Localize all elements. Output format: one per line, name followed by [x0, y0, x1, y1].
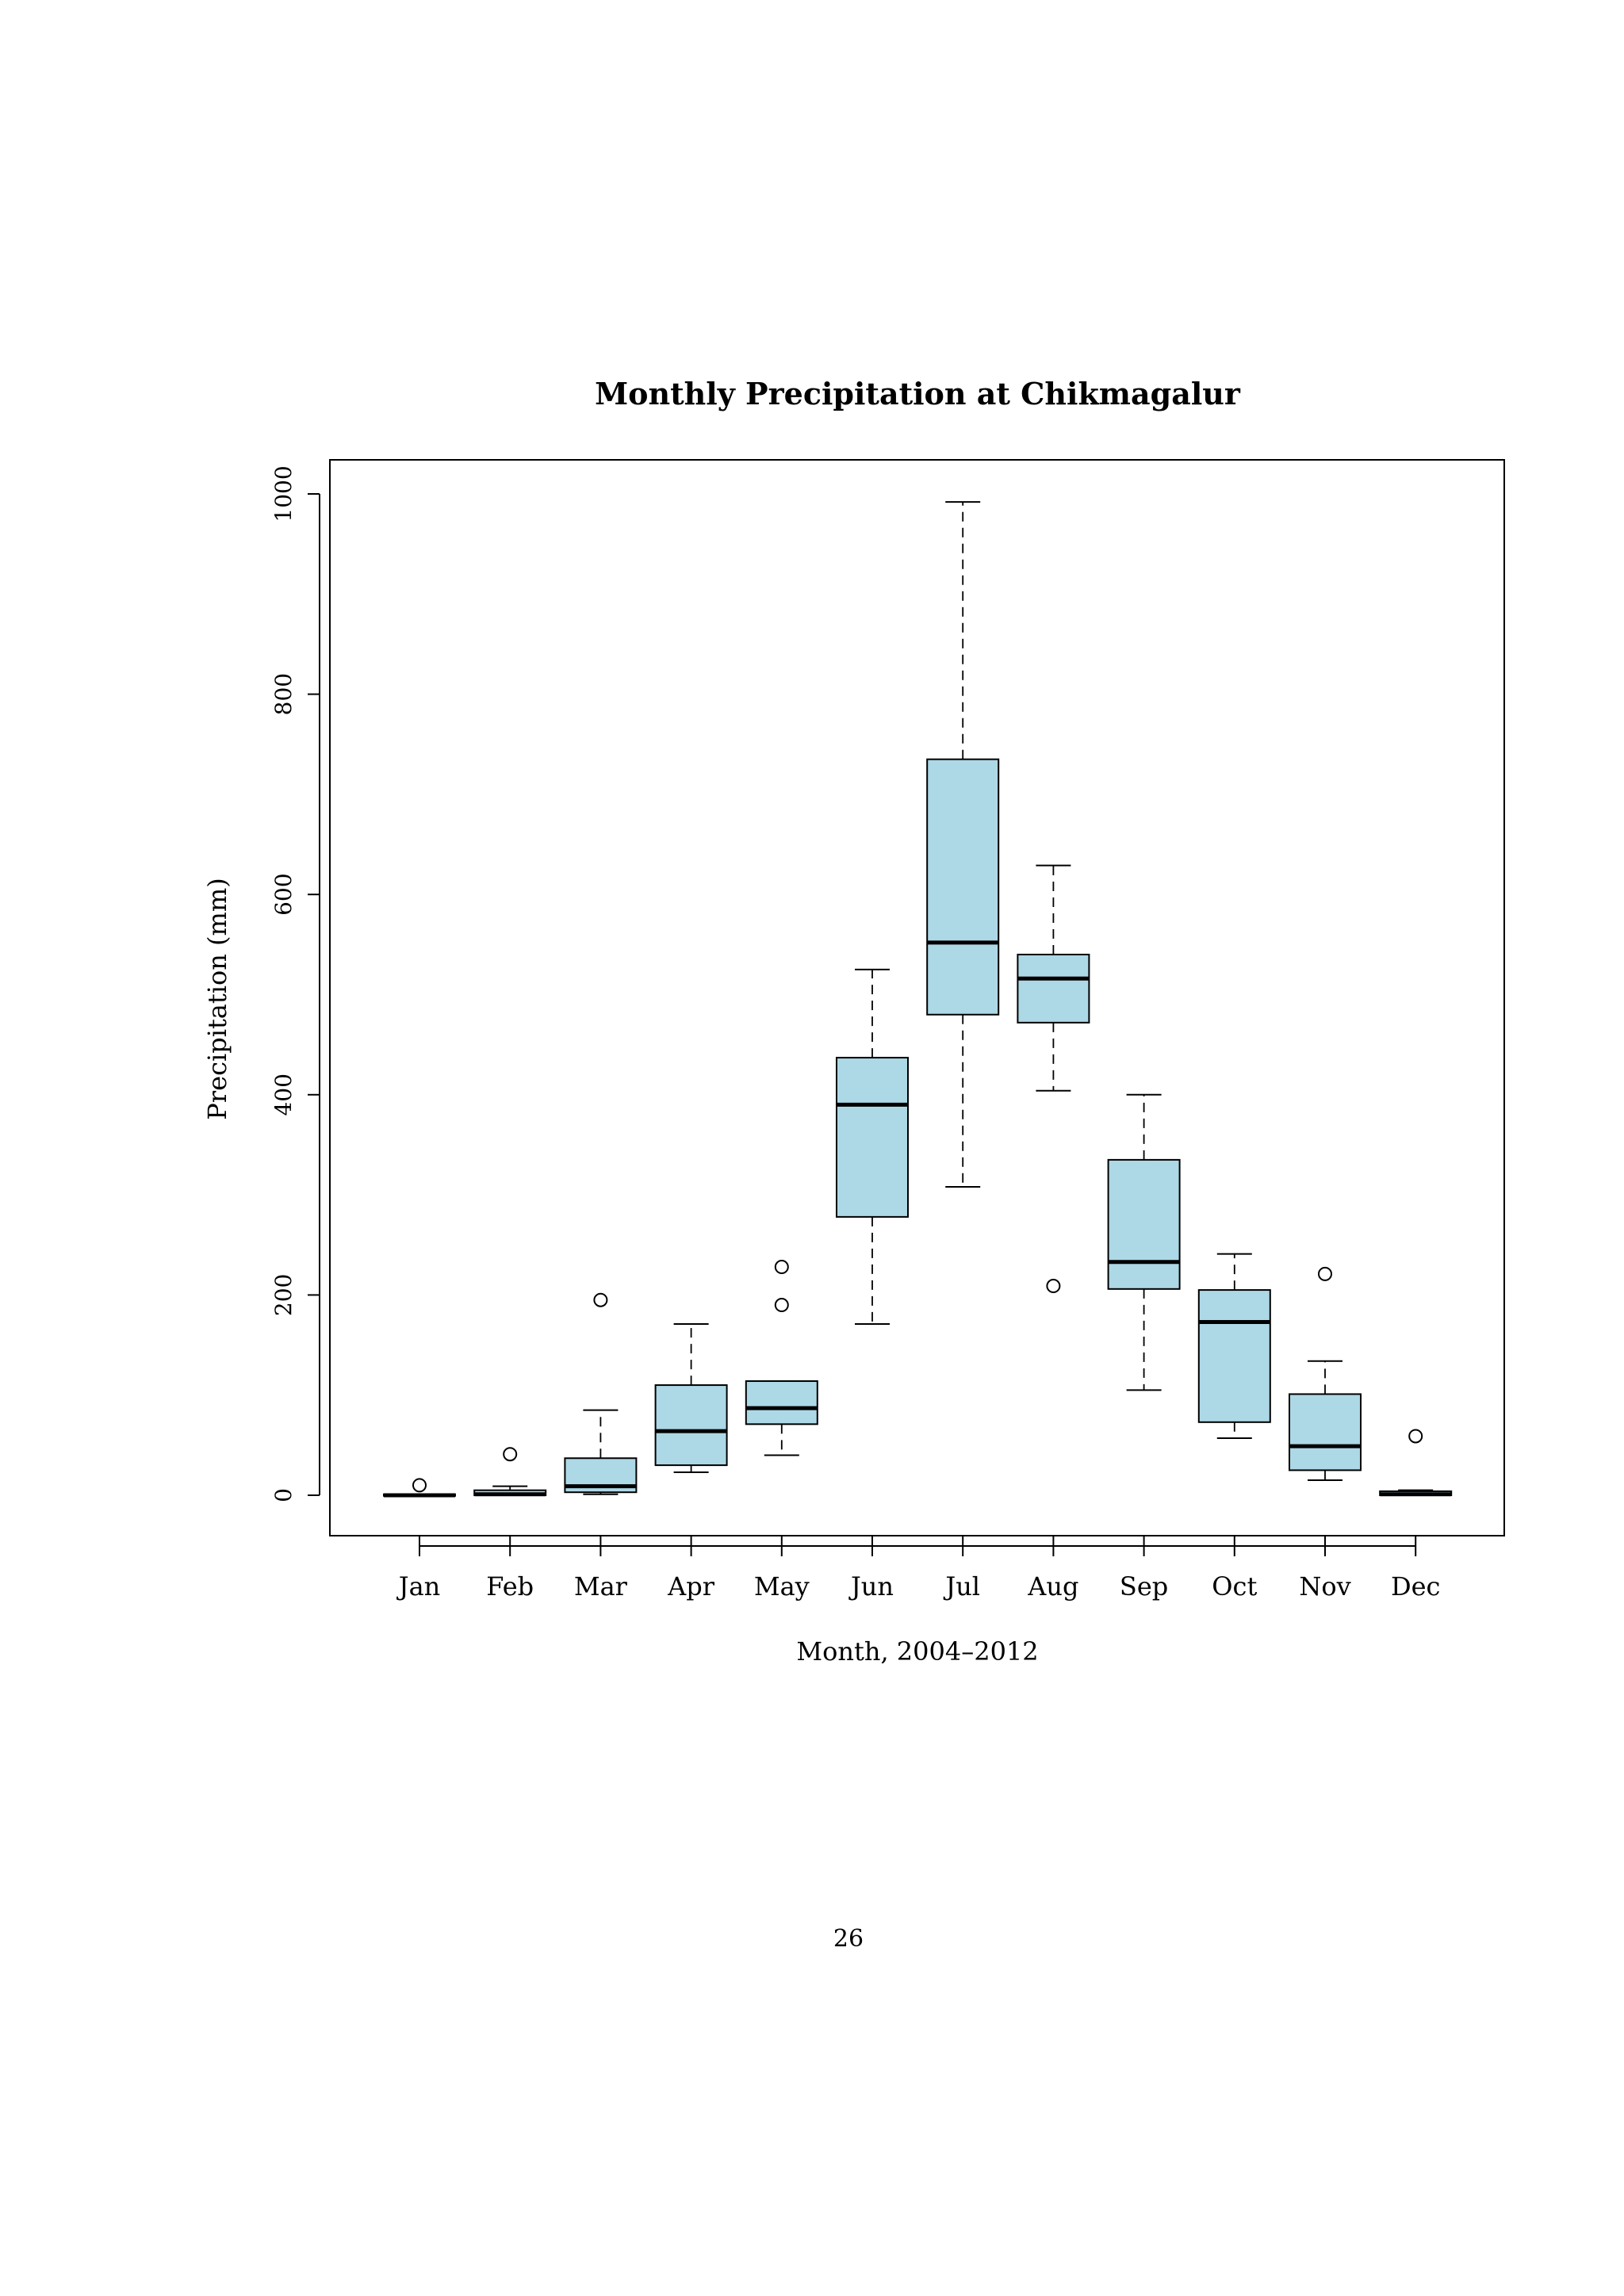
outlier-point: [1318, 1266, 1332, 1281]
outlier-point: [412, 1478, 427, 1493]
box-dec: [1379, 1429, 1453, 1497]
x-tick-label: Mar: [574, 1571, 628, 1601]
plot-area-frame: [329, 459, 1505, 1536]
box-mar: [564, 1292, 638, 1495]
box-oct: [1197, 1253, 1271, 1440]
x-tick-label: Feb: [486, 1571, 534, 1601]
box-iqr: [745, 1380, 818, 1425]
box-jul: [926, 501, 1000, 1188]
box-feb: [473, 1447, 547, 1497]
box-iqr: [836, 1057, 909, 1218]
x-tick-label: Aug: [1027, 1571, 1078, 1601]
y-tick-label: 400: [270, 1073, 297, 1115]
x-tick-label: Sep: [1120, 1571, 1168, 1601]
y-tick-label: 200: [270, 1274, 297, 1316]
outlier-point: [1408, 1429, 1423, 1444]
box-jun: [836, 968, 909, 1326]
box-iqr: [926, 758, 1000, 1016]
box-apr: [654, 1323, 728, 1473]
boxes-layer: [383, 501, 1453, 1498]
x-axis: Jan Feb Mar Apr May Jun Jul Aug Sep Oct Nov Dec: [396, 1536, 1441, 1601]
x-tick-label: Jan: [396, 1571, 441, 1601]
box-jan: [383, 1478, 456, 1498]
box-iqr: [1197, 1289, 1271, 1423]
box-may: [745, 1260, 818, 1456]
box-iqr: [1289, 1393, 1362, 1471]
chart-title: Monthly Precipitation at Chikmagalur: [595, 376, 1241, 411]
box-iqr: [1017, 953, 1090, 1024]
outlier-point: [774, 1260, 789, 1275]
y-axis-title: Precipitation (mm): [202, 878, 232, 1119]
x-tick-label: Apr: [667, 1571, 715, 1601]
x-tick-label: May: [754, 1571, 810, 1601]
x-tick-label: Dec: [1391, 1571, 1441, 1601]
y-tick-label: 800: [270, 673, 297, 715]
outlier-point: [774, 1298, 789, 1313]
outlier-point: [503, 1447, 518, 1462]
x-tick-label: Jul: [943, 1571, 980, 1601]
y-tick-label: 600: [270, 873, 297, 915]
x-tick-label: Oct: [1212, 1571, 1257, 1601]
outlier-point: [593, 1292, 608, 1307]
page-number: 26: [833, 1925, 864, 1953]
box-sep: [1107, 1093, 1181, 1391]
box-iqr: [654, 1384, 728, 1467]
box-aug: [1017, 864, 1090, 1294]
y-tick-label: 0: [270, 1488, 297, 1502]
y-tick-label: 1000: [270, 465, 297, 522]
outlier-point: [1046, 1279, 1061, 1294]
x-tick-label: Jun: [848, 1571, 894, 1601]
y-axis: 0 200 400 600 800 1000: [270, 465, 320, 1502]
box-nov: [1289, 1266, 1362, 1482]
x-axis-title: Month, 2004–2012: [796, 1636, 1038, 1667]
box-iqr: [1107, 1158, 1181, 1290]
x-tick-label: Nov: [1299, 1571, 1350, 1601]
